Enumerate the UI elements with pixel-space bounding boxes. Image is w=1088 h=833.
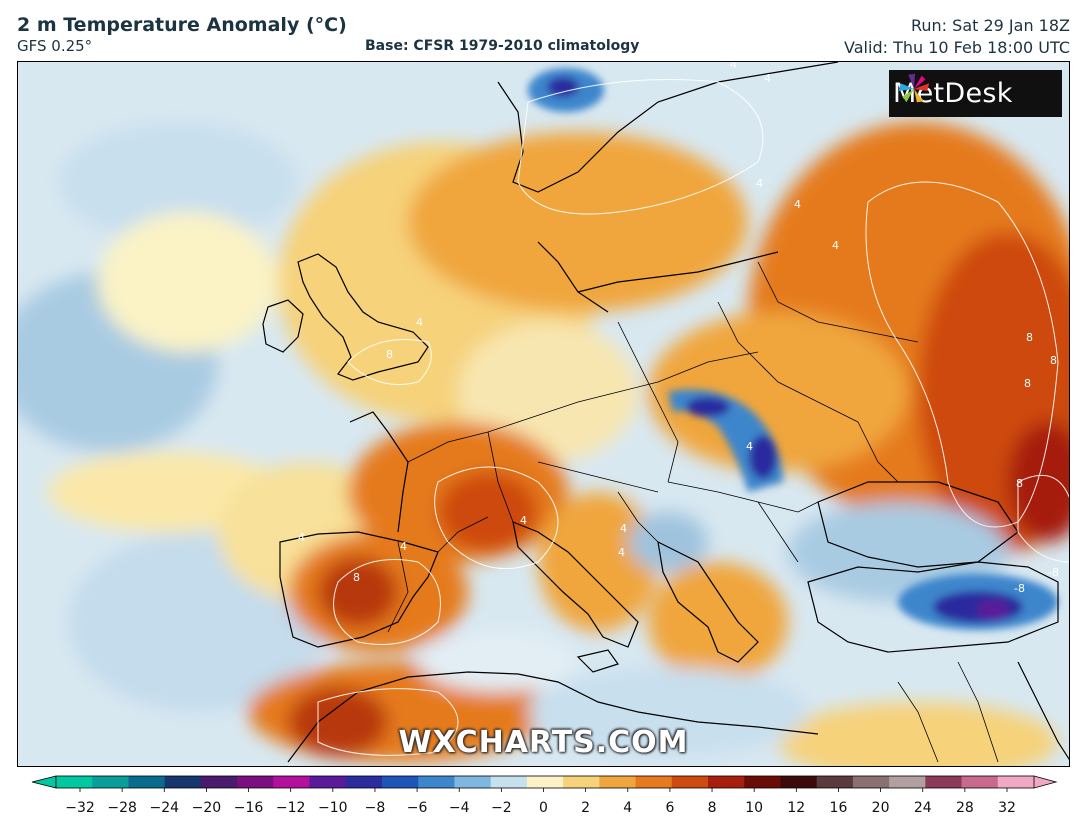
colorbar-tick-label: 24 (914, 800, 932, 816)
colorbar-cell (128, 776, 166, 788)
contour-labels: 4 4 4 4 4 8 4 8 8 8 8 4 4 4 -8 4 4 -8 8 4 (298, 62, 1059, 595)
contour-label: 4 (794, 198, 801, 211)
contour-label: 8 (1024, 377, 1031, 390)
colorbar-cell (852, 776, 890, 788)
colorbar-tick-label: −6 (407, 800, 428, 816)
colorbar-tick-label: 20 (872, 800, 890, 816)
contour-label: 8 (353, 571, 360, 584)
colorbar-cell (816, 776, 854, 788)
run-time: Run: Sat 29 Jan 18Z (911, 16, 1070, 35)
colorbar-cell (635, 776, 673, 788)
colorbar-cell (708, 776, 745, 788)
colorbar-cell (671, 776, 709, 788)
colorbar-cell (164, 776, 202, 788)
colorbar-tick-label: −20 (192, 800, 222, 816)
colorbar-tick-label: 6 (665, 800, 674, 816)
colorbar-tick-label: 28 (956, 800, 974, 816)
colorbar-tick-label: 4 (623, 800, 632, 816)
colorbar-cell (563, 776, 600, 788)
colorbar-cell (889, 776, 926, 788)
contour-label: 4 (832, 239, 839, 252)
contour-label: 8 (1016, 477, 1023, 490)
anomaly-map[interactable]: 4 4 4 4 4 8 4 8 8 8 8 4 4 4 -8 4 4 -8 8 4 MetDesk WXCHARTS.… (17, 61, 1070, 767)
colorbar-cell (599, 776, 637, 788)
chart-title: 2 m Temperature Anomaly (°C) (17, 14, 347, 36)
colorbar-frame (55, 775, 1035, 789)
colorbar-tick-label: −32 (65, 800, 95, 816)
metdesk-logo: MetDesk (889, 70, 1062, 117)
colorbar-cell (780, 776, 818, 788)
colorbar-tick-label: 8 (708, 800, 717, 816)
colorbar-cell (382, 776, 419, 788)
contour-label: 8 (1050, 354, 1057, 367)
contour-label: 4 (400, 540, 407, 553)
colorbar-cell (490, 776, 528, 788)
colorbar-tick-label: −16 (234, 800, 264, 816)
colorbar-tick-label: −10 (318, 800, 348, 816)
model-name: GFS 0.25° (17, 37, 93, 55)
colorbar-cell (418, 776, 455, 788)
colorbar-cell (200, 776, 238, 788)
colorbar-cell (273, 776, 311, 788)
contour-label: 4 (618, 546, 625, 559)
contour-label: 4 (298, 531, 305, 544)
colorbar-tick-label: 10 (745, 800, 763, 816)
contour-label: 4 (620, 522, 627, 535)
contour-label: 8 (386, 348, 393, 361)
colorbar-cell (744, 776, 781, 788)
colorbar-tick-label: 0 (539, 800, 548, 816)
colorbar-tick-label: 2 (581, 800, 590, 816)
colorbar-min-arrow (31, 775, 57, 789)
contour-label: 4 (416, 316, 423, 329)
colorbar-tick-label: 16 (830, 800, 848, 816)
colorbar-cell (526, 776, 564, 788)
contour-label: -8 (1014, 582, 1025, 595)
colorbar-tick-label: −24 (149, 800, 179, 816)
colorbar-cell (961, 776, 999, 788)
watermark: WXCHARTS.COM (398, 725, 689, 760)
colorbar-tick-label: 12 (787, 800, 805, 816)
contour-label: 4 (520, 514, 527, 527)
colorbar: −32 −28 −24 −20 −16 −12 −10 −8 −6 −4 −2 0 2 4 6 8 10 12 16… (31, 775, 1058, 816)
colorbar-cell (997, 776, 1035, 788)
colorbar-tick-label: −28 (107, 800, 137, 816)
colorbar-cell (925, 776, 963, 788)
climatology-base: Base: CFSR 1979-2010 climatology (365, 38, 640, 54)
colorbar-tick-label: 32 (998, 800, 1016, 816)
colorbar-tick-label: −2 (491, 800, 512, 816)
colorbar-cell (92, 776, 129, 788)
colorbar-cell (454, 776, 492, 788)
colorbar-tick-label: −8 (365, 800, 386, 816)
metdesk-pinwheel-icon (898, 73, 930, 103)
colorbar-tick-label: −12 (276, 800, 306, 816)
colorbar-cell (345, 776, 383, 788)
contour-label: 8 (1026, 331, 1033, 344)
anomaly-field: 4 4 4 4 4 8 4 8 8 8 8 4 4 4 -8 4 4 -8 8 4 (18, 62, 1069, 766)
contour-label: -8 (1048, 566, 1059, 579)
colorbar-cell (309, 776, 347, 788)
colorbar-cell (237, 776, 274, 788)
colorbar-max-arrow (1033, 775, 1058, 789)
contour-label: 4 (756, 177, 763, 190)
colorbar-tick-label: −4 (449, 800, 470, 816)
colorbar-cell (56, 776, 93, 788)
contour-label: 4 (746, 440, 753, 453)
valid-time: Valid: Thu 10 Feb 18:00 UTC (844, 38, 1070, 57)
contour-label: 4 (730, 62, 737, 71)
contour-label: 4 (764, 72, 771, 85)
